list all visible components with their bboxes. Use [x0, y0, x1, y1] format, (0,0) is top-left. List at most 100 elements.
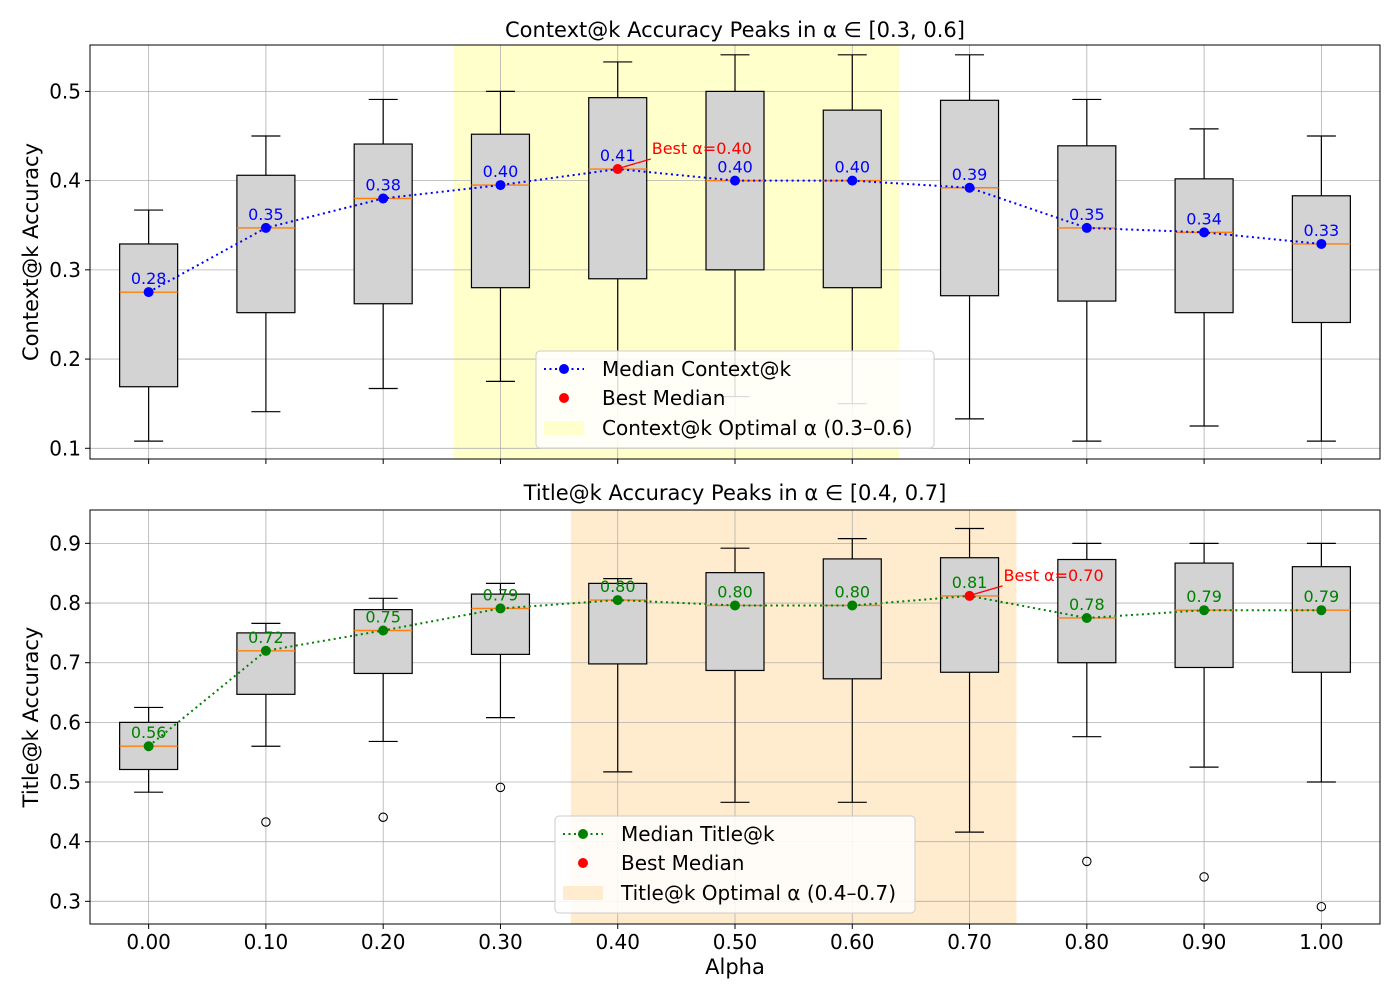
x-tick-label: 0.10	[244, 930, 289, 954]
best-annotation-label: Best α=0.40	[652, 139, 752, 158]
median-value-label: 0.79	[483, 585, 519, 604]
median-value-label: 0.38	[365, 175, 401, 194]
box-body	[939, 557, 1000, 673]
box-body	[1174, 178, 1234, 314]
median-value-label: 0.28	[131, 269, 167, 288]
median-value-label: 0.39	[952, 165, 988, 184]
legend-entry-label: Median Context@k	[602, 357, 791, 381]
median-point	[1199, 227, 1210, 238]
legend: Median Title@k Best Median Title@k Optimal…	[554, 815, 916, 914]
y-tick-label: 0.1	[49, 436, 81, 460]
y-tick-label: 0.2	[49, 347, 81, 371]
median-value-label: 0.56	[131, 723, 167, 742]
median-point	[378, 193, 389, 204]
box-body	[353, 609, 413, 675]
y-tick-label: 0.3	[49, 258, 81, 282]
legend-entry-label: Title@k Optimal α (0.4–0.7)	[620, 881, 896, 905]
box-body	[822, 109, 882, 289]
y-tick-label: 0.9	[49, 531, 81, 555]
legend-marker-swatch	[559, 364, 569, 374]
box-body	[1291, 195, 1351, 324]
best-annotation-label: Best α=0.70	[1004, 566, 1104, 585]
x-tick-label: 1.00	[1299, 930, 1344, 954]
y-tick-label: 0.4	[49, 830, 81, 854]
box-0.90	[1174, 128, 1234, 427]
y-tick-label: 0.6	[49, 710, 81, 734]
box-body	[822, 558, 882, 680]
median-point	[1316, 605, 1327, 616]
median-value-label: 0.35	[248, 205, 284, 224]
box-0.30	[470, 90, 531, 382]
median-point	[378, 625, 389, 636]
legend-box	[554, 815, 916, 914]
panel-context: 0.28 0.35 0.38 0.40 0.41 0.40 0.40 0.39 0.35 0.34…	[19, 18, 1381, 464]
outlier-point	[495, 782, 506, 793]
legend-box	[535, 350, 935, 449]
legend-entry-label: Best Median	[602, 386, 725, 410]
median-value-label: 0.80	[600, 577, 636, 596]
box-body	[353, 143, 413, 305]
box-body	[236, 632, 296, 695]
box-0.10	[236, 135, 296, 413]
legend-band-swatch	[563, 886, 603, 900]
x-tick-label: 0.90	[1182, 930, 1227, 954]
median-point	[847, 175, 858, 186]
legend-band-swatch	[544, 421, 584, 435]
box-0.10	[236, 622, 296, 827]
median-value-label: 0.34	[1186, 209, 1222, 228]
median-point	[495, 603, 506, 614]
box-0.60	[822, 538, 882, 803]
x-tick-label: 0.20	[361, 930, 406, 954]
legend-entry-label: Context@k Optimal α (0.3–0.6)	[602, 416, 913, 440]
box-1.00	[1291, 135, 1351, 442]
y-tick-label: 0.8	[49, 591, 81, 615]
y-tick-label: 0.5	[49, 770, 81, 794]
median-value-label: 0.40	[483, 162, 519, 181]
median-value-label: 0.72	[248, 628, 284, 647]
median-value-label: 0.35	[1069, 205, 1105, 224]
legend-entry-label: Best Median	[621, 851, 744, 875]
median-point	[495, 180, 506, 191]
median-value-label: 0.80	[834, 582, 870, 601]
y-tick-label: 0.4	[49, 169, 81, 193]
box-0.60	[822, 54, 882, 405]
legend-best-swatch	[559, 393, 569, 403]
y-axis-label: Title@k Accuracy	[19, 627, 43, 809]
median-value-label: 0.79	[1186, 587, 1222, 606]
x-axis-label: Alpha	[705, 955, 765, 979]
x-tick-label: 0.60	[830, 930, 875, 954]
box-0.90	[1174, 542, 1234, 882]
median-point	[730, 175, 740, 186]
median-point	[964, 182, 975, 193]
x-tick-label: 0.30	[478, 930, 523, 954]
median-point	[1081, 222, 1092, 233]
x-tick-label: 0.00	[126, 930, 171, 954]
box-0.20	[353, 98, 413, 390]
y-axis-label: Context@k Accuracy	[19, 143, 43, 361]
box-body	[119, 243, 179, 388]
outlier-point	[1199, 872, 1209, 882]
median-point	[1081, 612, 1092, 623]
median-value-label: 0.33	[1304, 221, 1340, 240]
box-body	[1174, 562, 1234, 669]
legend-marker-swatch	[578, 829, 588, 839]
x-tick-label: 0.50	[713, 930, 758, 954]
x-tick-label: 0.40	[595, 930, 640, 954]
chart-title: Context@k Accuracy Peaks in α ∈ [0.3, 0.…	[505, 18, 965, 42]
best-annotation-arrow	[973, 585, 1003, 596]
legend-best-swatch	[578, 858, 588, 868]
median-value-label: 0.40	[717, 158, 753, 177]
median-point	[260, 222, 271, 233]
legend-entry-label: Median Title@k	[621, 822, 775, 846]
median-point	[847, 600, 858, 611]
best-median-point	[612, 164, 623, 175]
box-1.00	[1291, 542, 1351, 912]
box-body	[1291, 566, 1351, 673]
box-0.70	[939, 527, 1000, 833]
median-point	[143, 287, 154, 298]
box-0.50	[705, 547, 765, 803]
chart-title: Title@k Accuracy Peaks in α ∈ [0.4, 0.7]	[523, 481, 947, 505]
box-body	[236, 174, 296, 314]
median-value-label: 0.75	[365, 608, 401, 627]
box-0.80	[1057, 542, 1117, 867]
